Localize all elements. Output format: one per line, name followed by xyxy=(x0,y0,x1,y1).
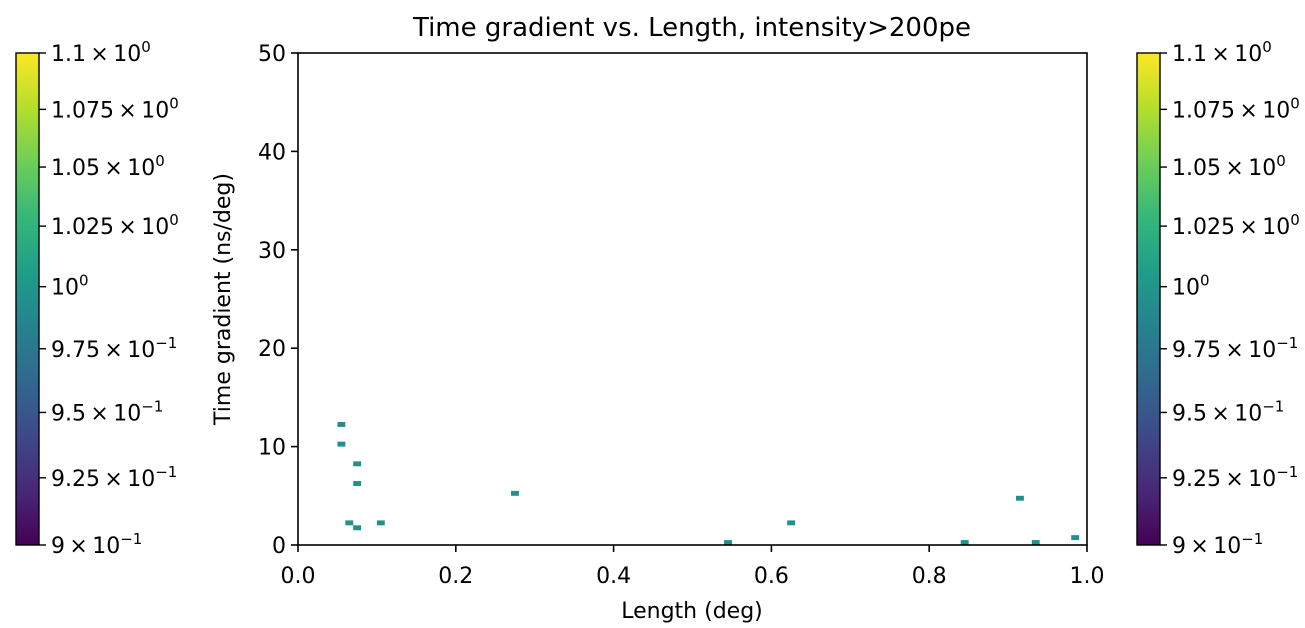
right-colorbar-tick-label: 100 xyxy=(1172,272,1210,301)
heatmap-cell xyxy=(337,422,345,427)
left-colorbar-tick-label: 1.075 × 100 xyxy=(51,94,179,123)
left-colorbar-tick-label: 1.025 × 100 xyxy=(51,211,179,240)
y-tick-label: 10 xyxy=(258,436,286,461)
heatmap-cell xyxy=(787,520,795,525)
right-colorbar-tick-label: 1.1 × 100 xyxy=(1172,38,1272,67)
heatmap-cell xyxy=(353,461,361,466)
left-colorbar-tick-label: 1.05 × 100 xyxy=(51,152,165,181)
right-colorbar-tick-label: 9.75 × 10−1 xyxy=(1172,334,1298,363)
x-axis-ticks: 0.0 0.2 0.4 0.6 0.8 1.0 xyxy=(281,545,1105,589)
right-colorbar-tick-label: 1.075 × 100 xyxy=(1172,94,1300,123)
right-colorbar: 1.1 × 100 1.075 × 100 1.05 × 100 1.025 × 10… xyxy=(1137,38,1300,559)
heatmap-cell xyxy=(345,520,353,525)
left-colorbar-gradient xyxy=(16,53,39,545)
right-colorbar-tick-label: 9.5 × 10−1 xyxy=(1172,397,1284,426)
left-colorbar-tick-label: 9.5 × 10−1 xyxy=(51,397,163,426)
left-colorbar-tick-label: 1.1 × 100 xyxy=(51,38,151,67)
y-tick-label: 40 xyxy=(258,140,286,165)
x-tick-label: 0.6 xyxy=(754,564,789,589)
y-tick-label: 0 xyxy=(272,534,286,559)
heatmap-cell xyxy=(353,481,361,486)
left-colorbar-tick-label: 9 × 10−1 xyxy=(51,530,142,559)
left-colorbar-tick-label: 100 xyxy=(51,272,89,301)
right-colorbar-tick-label: 9.25 × 10−1 xyxy=(1172,463,1298,492)
x-tick-label: 1.0 xyxy=(1070,564,1105,589)
heatmap-cell xyxy=(511,491,519,496)
heatmap-cell xyxy=(337,442,345,447)
chart-title: Time gradient vs. Length, intensity>200p… xyxy=(412,13,971,43)
y-tick-label: 50 xyxy=(258,42,286,67)
right-colorbar-tick-label: 1.025 × 100 xyxy=(1172,211,1300,240)
right-colorbar-tick-label: 1.05 × 100 xyxy=(1172,152,1286,181)
x-tick-label: 0.0 xyxy=(281,564,316,589)
right-colorbar-gradient xyxy=(1137,53,1160,545)
x-tick-label: 0.2 xyxy=(438,564,473,589)
left-colorbar-tick-label: 9.25 × 10−1 xyxy=(51,463,177,492)
heatmap-cell xyxy=(1071,535,1079,540)
y-tick-label: 30 xyxy=(258,239,286,264)
right-colorbar-tick-label: 9 × 10−1 xyxy=(1172,530,1263,559)
plot-frame xyxy=(298,53,1087,545)
y-axis-ticks: 0 10 20 30 40 50 xyxy=(258,42,298,559)
heatmap-cell xyxy=(1016,496,1024,501)
heatmap-cell xyxy=(353,525,361,530)
x-axis-label: Length (deg) xyxy=(621,599,763,624)
heatmap-cells xyxy=(337,422,1079,545)
y-axis-label: Time gradient (ns/deg) xyxy=(211,173,236,426)
x-tick-label: 0.8 xyxy=(912,564,947,589)
y-tick-label: 20 xyxy=(258,337,286,362)
heatmap-cell xyxy=(377,520,385,525)
left-colorbar: 1.1 × 100 1.075 × 100 1.05 × 100 1.025 × 10… xyxy=(16,38,179,559)
left-colorbar-tick-label: 9.75 × 10−1 xyxy=(51,334,177,363)
x-tick-label: 0.4 xyxy=(596,564,631,589)
